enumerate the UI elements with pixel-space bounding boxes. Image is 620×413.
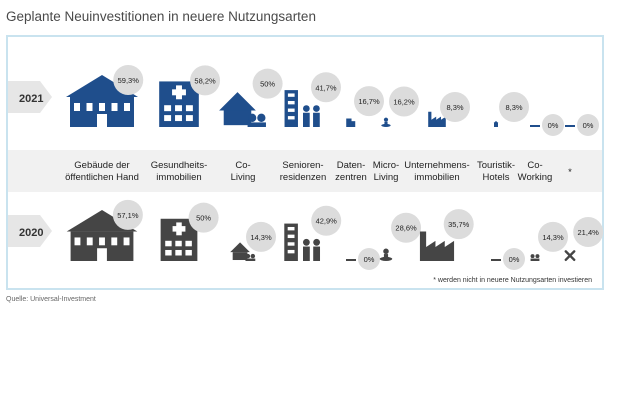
- value-label: 42,9%: [316, 217, 338, 226]
- senior-residence-icon: [284, 223, 321, 261]
- value-bubble: [252, 68, 283, 99]
- zero-value-dash: [346, 259, 356, 261]
- category-label-line: Micro-: [373, 160, 399, 171]
- value-bubble: [499, 92, 529, 122]
- category-label-line: öffentlichen Hand: [65, 172, 139, 183]
- zero-value-dash: [530, 125, 540, 127]
- year-arrow-2020: 2020: [8, 215, 52, 247]
- value-bubble: [542, 114, 564, 136]
- value-label: 16,2%: [393, 97, 415, 106]
- value-bubble: [573, 216, 604, 247]
- value-label: 0%: [509, 255, 520, 264]
- zero-value-dash: [565, 125, 575, 127]
- year-arrow-2021-shape: [8, 81, 52, 113]
- value-bubble: [358, 248, 380, 270]
- factory-icon: [428, 111, 446, 127]
- zero-value-dash: [491, 259, 501, 261]
- value-label: 0%: [548, 121, 559, 130]
- hospital-icon: [160, 218, 198, 261]
- value-label: 28,6%: [395, 224, 417, 233]
- value-label: 41,7%: [315, 83, 337, 92]
- category-label-line: Living: [231, 172, 256, 183]
- value-label: 0%: [364, 255, 375, 264]
- value-label: 57,1%: [117, 211, 139, 220]
- value-bubble: [310, 72, 341, 103]
- data-center-icon: [346, 118, 356, 127]
- year-arrow-2020-shape: [8, 215, 52, 247]
- value-label: 59,3%: [118, 76, 140, 85]
- value-label: 58,2%: [194, 76, 216, 85]
- category-label-line: Senioren-: [282, 160, 323, 171]
- hospital-icon: [159, 81, 199, 127]
- category-label-line: Living: [374, 172, 399, 183]
- cross-icon: [564, 250, 576, 262]
- coworking-icon: [530, 254, 540, 261]
- house-with-people-icon: [230, 242, 256, 261]
- category-label: Touristik-Hotels: [477, 160, 515, 183]
- category-label: Unternehmens-immobilien: [404, 160, 469, 183]
- value-label: 14,3%: [250, 233, 272, 242]
- category-label-line: residenzen: [280, 172, 326, 183]
- category-label-line: Touristik-: [477, 160, 515, 171]
- value-label: 8,3%: [505, 103, 522, 112]
- category-label: *: [568, 167, 572, 178]
- category-label: Gesundheits-immobilien: [151, 160, 208, 183]
- micro-living-person-icon: [379, 248, 393, 261]
- value-label: 50%: [260, 80, 275, 89]
- senior-residence-icon: [284, 90, 320, 127]
- category-label: Co-Working: [518, 160, 553, 183]
- value-label: 8,3%: [446, 103, 463, 112]
- category-label-line: Daten-: [337, 160, 366, 171]
- category-label: Gebäude der öffentlichen Hand: [65, 160, 139, 183]
- year-label-2021: 2021: [19, 93, 43, 105]
- hotel-icon: [493, 121, 499, 127]
- category-label: Senioren-residenzen: [280, 160, 326, 183]
- category-label-line: Working: [518, 172, 553, 183]
- factory-icon: [419, 231, 455, 261]
- house-with-people-icon: [219, 92, 266, 127]
- category-label-line: immobilien: [156, 172, 201, 183]
- chart-panel: 2021 2020 59,3% 58,2% 50% 41,7% 16,7% 16,2% 8,…: [6, 35, 604, 290]
- value-label: 21,4%: [578, 228, 600, 237]
- category-label-line: Hotels: [483, 172, 510, 183]
- value-label: 0%: [583, 121, 594, 130]
- micro-living-person-icon: [381, 117, 391, 128]
- value-bubble: [113, 65, 144, 95]
- value-label: 16,7%: [358, 97, 380, 106]
- value-bubble: [443, 209, 474, 240]
- value-bubble: [577, 114, 599, 136]
- value-bubble: [246, 221, 276, 252]
- chart-marks: 59,3% 58,2% 50% 41,7% 16,7% 16,2% 8,3% 8,3% 0% 0%…: [65, 65, 604, 270]
- value-bubble: [354, 86, 384, 117]
- value-bubble: [311, 205, 342, 236]
- value-label: 14,3%: [542, 233, 564, 242]
- category-label: Micro-Living: [373, 160, 399, 183]
- category-label-line: zentren: [335, 172, 367, 183]
- category-label-band: [8, 150, 602, 192]
- chart-title: Geplante Neuinvestitionen in neuere Nutz…: [6, 9, 316, 24]
- category-label-line: Unternehmens-: [404, 160, 469, 171]
- chart-footnote: * werden nicht in neuere Nutzungsarten i…: [433, 277, 592, 284]
- year-label-2020: 2020: [19, 227, 43, 239]
- value-bubble: [190, 65, 221, 96]
- value-label: 35,7%: [448, 220, 470, 229]
- value-bubble: [391, 212, 422, 243]
- category-label-line: Co-: [235, 160, 250, 171]
- category-label-line: Gesundheits-: [151, 160, 208, 171]
- year-arrow-2021: 2021: [8, 81, 52, 113]
- value-bubble: [389, 86, 419, 117]
- source-note: Quelle: Universal-Investment: [6, 296, 96, 303]
- category-label-line: immobilien: [414, 172, 459, 183]
- value-bubble: [188, 202, 219, 233]
- category-label: Co-Living: [231, 160, 256, 183]
- value-bubble: [503, 248, 525, 270]
- value-label: 50%: [196, 214, 211, 223]
- category-label: Daten-zentren: [335, 160, 367, 183]
- value-bubble: [112, 199, 143, 230]
- category-label-line: *: [568, 167, 572, 178]
- category-label-line: Gebäude der: [74, 160, 129, 171]
- value-bubble: [538, 221, 568, 252]
- value-bubble: [440, 92, 470, 122]
- category-label-line: Co-: [527, 160, 542, 171]
